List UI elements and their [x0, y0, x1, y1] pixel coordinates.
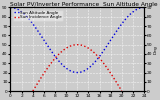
Text: Solar PV/Inverter Performance  Sun Altitude Angle & Sun Incidence Angle on PV Pa: Solar PV/Inverter Performance Sun Altitu…	[11, 2, 160, 7]
Line: Sun Incidence Angle: Sun Incidence Angle	[33, 45, 122, 91]
Y-axis label: Deg: Deg	[154, 45, 158, 54]
Sun Altitude Angle	[131, 12, 133, 13]
Sun Altitude Angle	[10, 7, 12, 8]
Sun Altitude Angle	[76, 72, 78, 73]
Sun Altitude Angle	[92, 64, 94, 65]
Sun Altitude Angle	[143, 7, 145, 8]
Sun Incidence Angle	[91, 50, 93, 52]
Sun Altitude Angle	[90, 66, 92, 67]
Line: Sun Altitude Angle: Sun Altitude Angle	[11, 8, 144, 72]
Sun Incidence Angle	[89, 49, 91, 50]
Sun Altitude Angle	[89, 66, 91, 68]
Sun Incidence Angle	[89, 48, 91, 50]
Sun Altitude Angle	[123, 21, 124, 22]
Sun Altitude Angle	[10, 7, 12, 8]
Legend: Sun Altitude Angle, Sun Incidence Angle: Sun Altitude Angle, Sun Incidence Angle	[13, 10, 63, 21]
